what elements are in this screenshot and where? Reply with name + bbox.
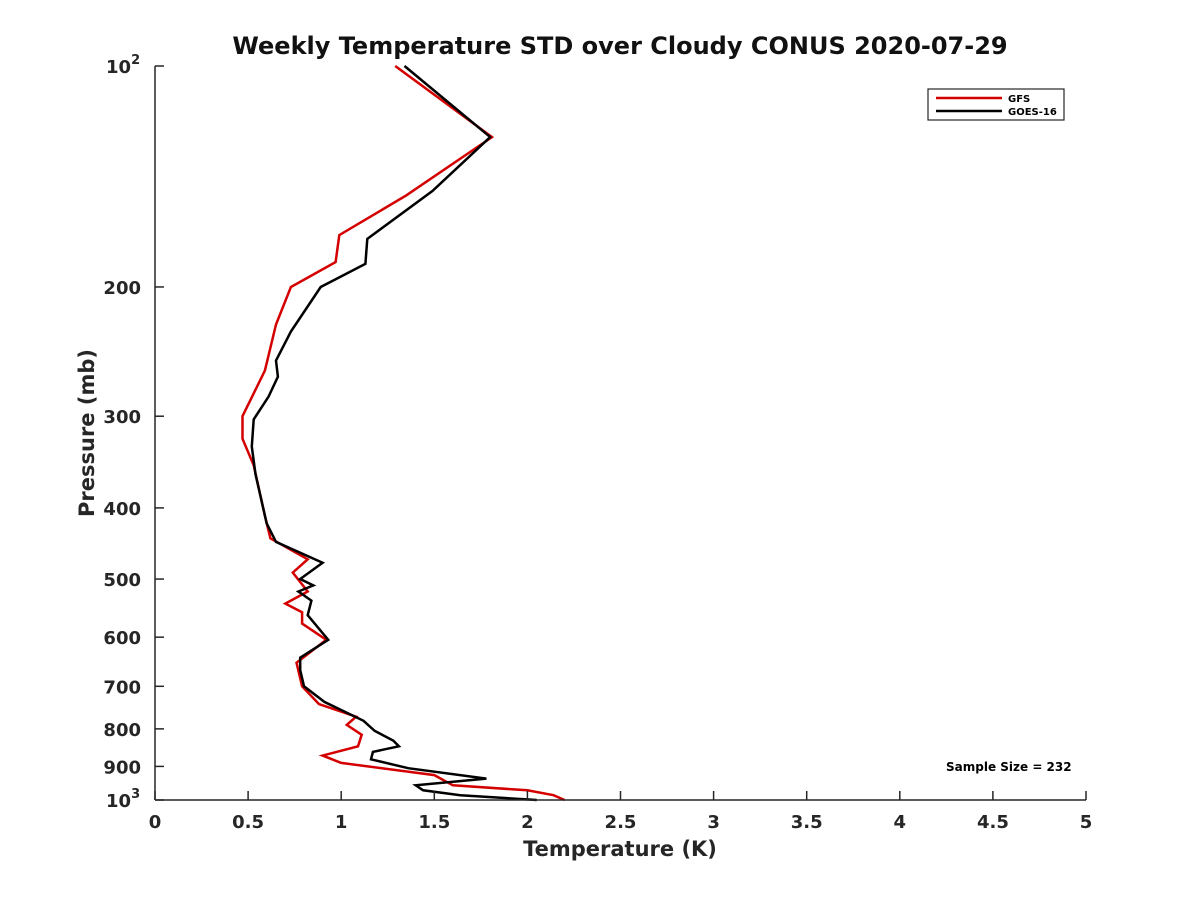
y-tick-label: 900 [103, 757, 141, 778]
sample-size-annotation: Sample Size = 232 [946, 760, 1072, 774]
y-tick-label: 102 [106, 53, 140, 78]
legend-box [927, 88, 1065, 121]
x-ticks: 0 0.5 1 1.5 2 2.5 3 3.5 4 4.5 5 [149, 791, 1093, 833]
y-tick-label: 103 [106, 787, 140, 812]
y-ticks: 102 200 300 400 500 600 700 800 900 103 [103, 53, 164, 812]
x-axis-label: Temperature (K) [523, 837, 717, 861]
x-tick-label: 3 [707, 812, 720, 833]
x-tick-label: 1.5 [418, 812, 450, 833]
legend-label-goes16: GOES-16 [1008, 107, 1057, 118]
chart-title: Weekly Temperature STD over Cloudy CONUS… [232, 32, 1007, 60]
y-tick-label: 500 [103, 570, 141, 591]
x-tick-label: 3.5 [791, 812, 823, 833]
series-line-gfs [241, 64, 566, 802]
x-tick-label: 1 [335, 812, 348, 833]
x-tick-label: 2 [521, 812, 534, 833]
axes [154, 66, 1086, 801]
y-tick-label: 600 [103, 628, 141, 649]
y-tick-label: 300 [103, 407, 141, 428]
data-lines [241, 64, 566, 802]
y-tick-label: 200 [103, 278, 141, 299]
x-tick-label: 0.5 [232, 812, 264, 833]
x-tick-label: 0 [149, 812, 162, 833]
legend: GFS GOES-16 [927, 88, 1065, 121]
x-tick-label: 2.5 [605, 812, 637, 833]
x-tick-label: 4 [894, 812, 907, 833]
series-line-goes16 [250, 65, 537, 802]
x-tick-label: 5 [1080, 812, 1093, 833]
x-tick-label: 4.5 [977, 812, 1009, 833]
legend-label-gfs: GFS [1008, 94, 1030, 105]
y-tick-label: 700 [103, 677, 141, 698]
y-axis-label: Pressure (mb) [75, 349, 99, 517]
y-tick-label: 800 [103, 720, 141, 741]
y-tick-label: 400 [103, 499, 141, 520]
